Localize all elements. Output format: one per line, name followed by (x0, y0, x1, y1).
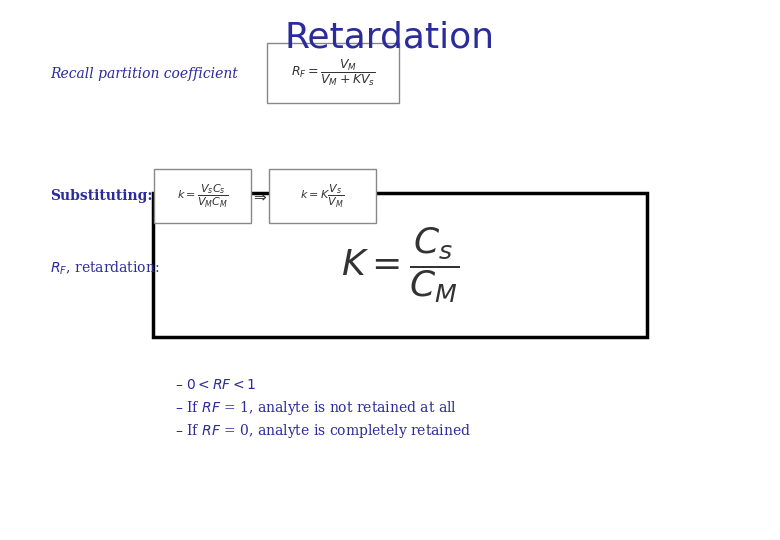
Text: – If $RF$ = 0, analyte is completely retained: – If $RF$ = 0, analyte is completely ret… (175, 422, 471, 440)
Text: Substituting:: Substituting: (50, 189, 153, 203)
FancyBboxPatch shape (153, 193, 647, 337)
FancyBboxPatch shape (154, 169, 251, 223)
Text: Recall partition coefficient: Recall partition coefficient (50, 67, 238, 81)
Text: $k = \dfrac{V_s C_s}{V_M C_M}$: $k = \dfrac{V_s C_s}{V_M C_M}$ (177, 183, 229, 210)
Text: $R_F$, retardation:: $R_F$, retardation: (50, 259, 159, 276)
Text: $\Rightarrow$: $\Rightarrow$ (251, 188, 268, 204)
Text: $K = \dfrac{C_s}{C_M}$: $K = \dfrac{C_s}{C_M}$ (341, 225, 459, 305)
Text: $R_F = \dfrac{V_M}{V_M + KV_s}$: $R_F = \dfrac{V_M}{V_M + KV_s}$ (291, 58, 375, 88)
FancyBboxPatch shape (269, 169, 376, 223)
Text: Retardation: Retardation (285, 20, 495, 54)
FancyBboxPatch shape (267, 43, 399, 103)
Text: $k = K\dfrac{V_s}{V_M}$: $k = K\dfrac{V_s}{V_M}$ (300, 183, 345, 210)
Text: – If $RF$ = 1, analyte is not retained at all: – If $RF$ = 1, analyte is not retained a… (175, 399, 457, 417)
Text: – $0 < RF < 1$: – $0 < RF < 1$ (175, 378, 257, 392)
